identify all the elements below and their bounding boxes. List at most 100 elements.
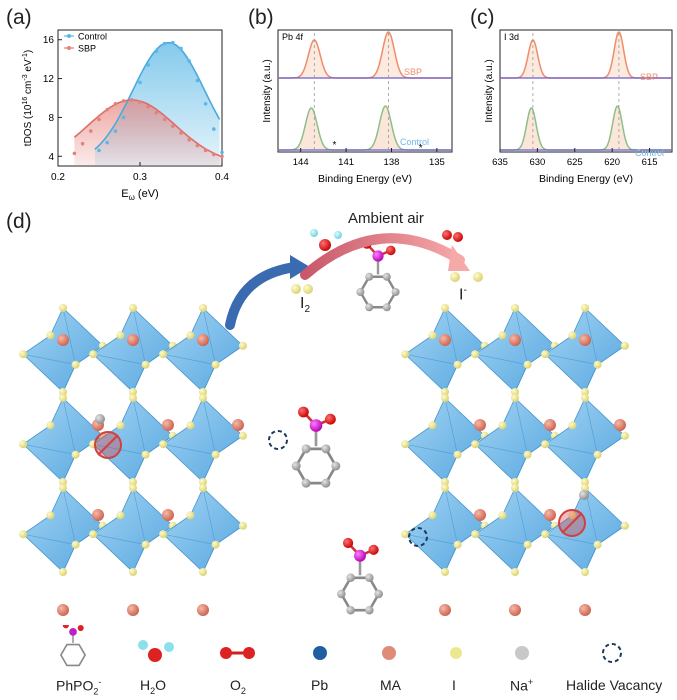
carbon-atom [382, 303, 391, 312]
ma-cation [92, 509, 104, 521]
iodine-atom [568, 421, 577, 430]
schematic-d [19, 229, 629, 616]
schematic-legend: PhPO2- H2O O2 Pb MA I Na+ Halide Vacancy [0, 625, 677, 700]
plot-frame [277, 29, 453, 153]
sbp-point [146, 104, 150, 109]
carbon-atom [291, 461, 301, 471]
iodine-atom [511, 388, 519, 396]
iodine-atom [471, 350, 480, 359]
y-tick-label: 8 [48, 113, 54, 124]
ma-cation [544, 509, 556, 521]
carbon-atom [337, 589, 346, 599]
control-label: Control [400, 137, 429, 147]
o2-atom [453, 232, 463, 242]
carbon-atom [321, 478, 331, 488]
phpo2-molecule-top [356, 239, 400, 312]
iodine-atom [581, 484, 589, 492]
iodine-atom [511, 394, 519, 402]
plot-frame [499, 29, 673, 153]
sbp-point [97, 117, 101, 122]
legend-label-h2o: H2O [140, 677, 167, 696]
iodine-atom [116, 421, 125, 430]
oxidation-arrow-blue [225, 262, 300, 330]
y-axis-label: Intensity (a.u.) [484, 59, 495, 122]
iodine-atom [46, 511, 55, 520]
right-lattice-octahedron [474, 307, 556, 393]
left-lattice-octahedron [92, 307, 174, 393]
iodine-atom [129, 304, 137, 312]
iodine-atom [116, 511, 125, 520]
iodine-atom [541, 530, 550, 539]
iodine-atom [291, 284, 301, 294]
iodine-atom [59, 304, 67, 312]
iodine-atom [593, 360, 602, 369]
x-axis-label: Binding Energy (eV) [318, 173, 412, 185]
legend-label-phpo2: PhPO2- [56, 677, 102, 697]
carbon-atom [356, 288, 365, 296]
chart-a-tdos: 0.2 0.3 0.4 4 8 12 16 Eω (eV) tDOS (1016 cm-3 eV… [22, 29, 229, 202]
iodine-atom [593, 540, 602, 549]
iodine-atom [89, 350, 98, 359]
iodine-atom [71, 450, 80, 459]
halide-vacancy-icon [602, 643, 622, 663]
carbon-atom [346, 605, 355, 615]
iodine-atom [59, 388, 67, 396]
x-tick-label: 144 [293, 157, 309, 168]
ma-cation [474, 419, 486, 431]
left-lattice-octahedron [22, 397, 104, 483]
iodine-atom [19, 530, 28, 539]
sbp-component-area [278, 32, 452, 78]
iodine-atom [59, 484, 67, 492]
control-component-area [278, 106, 452, 150]
iodine-atom [541, 440, 550, 449]
ma-cation [162, 419, 174, 431]
left-lattice-octahedron [22, 487, 104, 573]
oxygen-atom [343, 537, 354, 549]
oxygen-atom [325, 413, 336, 425]
iodine-atom [116, 331, 125, 340]
iodide-label: I- [459, 285, 467, 304]
x-tick-label: 620 [604, 157, 620, 168]
carbon-atom [365, 573, 374, 583]
ma-cation [127, 334, 139, 346]
iodine-atom [186, 421, 195, 430]
iodine-atom [441, 304, 449, 312]
iodine-atom [238, 431, 247, 440]
sbp-point [187, 137, 191, 142]
control-point [121, 115, 126, 120]
carbon-atom [365, 303, 374, 312]
iodine-atom [199, 304, 207, 312]
halide-vacancy [268, 430, 288, 450]
carbon-atom [382, 272, 391, 281]
iodine-atom [59, 568, 67, 576]
control-point [138, 80, 142, 85]
right-lattice-octahedron [544, 487, 626, 573]
phpo2-molecule-lower [337, 537, 383, 615]
ma-cation [474, 509, 486, 521]
control-point [179, 46, 183, 51]
iodine-atom [441, 478, 449, 486]
carbon-atom [365, 605, 374, 615]
iodine-atom [620, 521, 629, 530]
oxygen-molecule-icon [220, 647, 232, 659]
iodine-atom [471, 440, 480, 449]
carbon-atom [321, 444, 331, 454]
sbp-point [220, 154, 224, 159]
legend-label-ma: MA [380, 677, 401, 693]
phenyl-ring [339, 576, 381, 612]
carbon-atom [301, 478, 311, 488]
iodine-atom [199, 388, 207, 396]
control-point [220, 150, 224, 155]
sbp-point [72, 151, 77, 156]
iodine-atom [59, 394, 67, 402]
iodine-atom [523, 540, 532, 549]
iodine-atom [129, 394, 137, 402]
sodium-ion [579, 490, 589, 500]
x-axis-label: Binding Energy (eV) [539, 173, 633, 185]
iodine-atom [511, 484, 519, 492]
x-tick-label: 141 [338, 157, 354, 168]
sbp-point [121, 99, 126, 103]
control-point [162, 41, 167, 46]
legend-label-iodine: I [452, 677, 456, 693]
x-tick-label: 0.3 [133, 172, 147, 183]
